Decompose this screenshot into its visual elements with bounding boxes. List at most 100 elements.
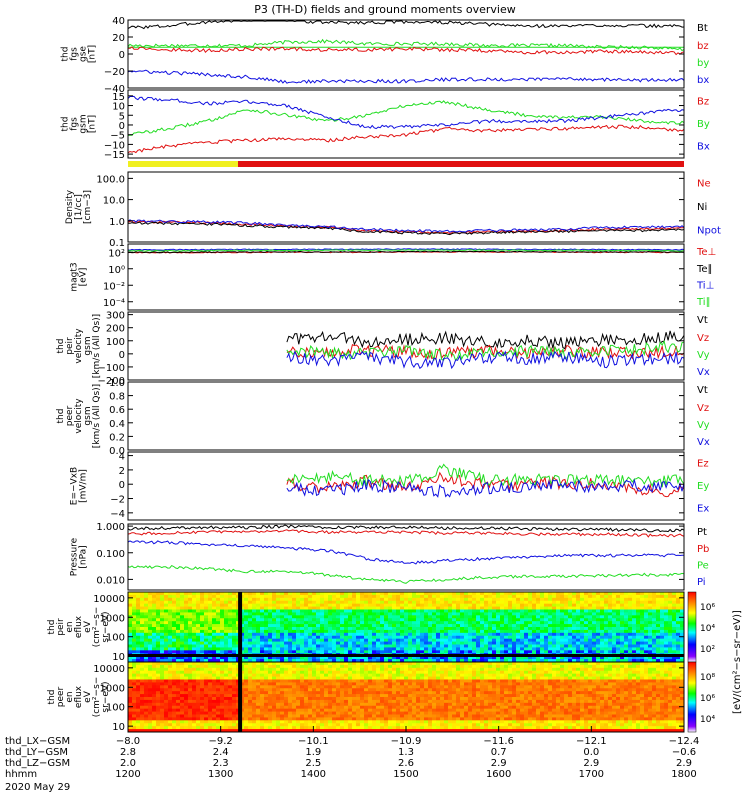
legend-label-Pi: Pi	[697, 577, 706, 588]
y-axis-label-line: [nT]	[88, 115, 98, 133]
ephemeris-value: −9.2	[209, 736, 233, 747]
legend-label-Bx: Bx	[697, 142, 710, 153]
ephemeris-value: −0.6	[672, 747, 696, 758]
indicator-bar-yellow	[128, 161, 238, 167]
legend-label-Vy: Vy	[697, 420, 710, 431]
y-axis-label-line: E=−VxB	[70, 467, 80, 505]
ephemeris-value: 1.9	[305, 747, 321, 758]
legend-label-Vx: Vx	[697, 437, 710, 448]
y-axis-label-line: fgs	[70, 47, 80, 61]
y-tick-label: −2	[110, 495, 125, 506]
x-tick-label: 1700	[579, 769, 604, 780]
ephemeris-value: −12.4	[669, 736, 700, 747]
colorbar-tick-label: 10⁶	[700, 603, 715, 613]
data-gap-stripe	[238, 592, 243, 662]
y-tick-label: 0	[119, 50, 125, 61]
ephemeris-value: 0.0	[583, 747, 599, 758]
ephemeris-value: 0.7	[491, 747, 507, 758]
y-axis-label-line: gsm	[83, 336, 93, 355]
legend-label-Ti⊥: Ti⊥	[696, 281, 714, 292]
series-line-Te∥	[127, 250, 685, 254]
panel-frame	[127, 243, 685, 311]
y-tick-label: 1000	[100, 683, 125, 694]
ephemeris-value: −10.9	[391, 736, 422, 747]
series-line-Ex	[286, 478, 685, 498]
x-tick-label: 1800	[671, 769, 696, 780]
series-line-bz	[127, 46, 685, 56]
y-axis-label: thd peir velocity gsm [km/s (All Qs)]	[56, 314, 102, 378]
y-tick-label: 10	[112, 722, 125, 733]
y-tick-label: 0	[119, 121, 125, 132]
series-line-Pb	[127, 529, 685, 538]
y-axis-label-line: eflux	[74, 685, 84, 708]
legend-label-Pb: Pb	[697, 544, 709, 555]
panel-frame	[127, 523, 685, 591]
y-axis-label-line: Density	[65, 189, 75, 224]
y-tick-label: 0.2	[109, 432, 125, 443]
y-axis-label-line: gse	[79, 46, 89, 62]
panel-frame	[127, 171, 685, 243]
y-axis-label-line: eflux	[74, 615, 84, 638]
series-line-Ti⊥	[127, 248, 685, 251]
panel-5: −200 −100 0 100 200 300 thd peir velocity gsm [km/…	[56, 311, 710, 387]
ephemeris-value: 2.9	[491, 758, 507, 769]
y-tick-label: −200	[98, 376, 125, 387]
series-line-Vt	[286, 330, 685, 350]
y-axis-label: thd peir en eflux eV (cm²−s− sr−eV)	[47, 607, 111, 648]
y-axis-label-line: [km/s (All Qs)]	[92, 314, 102, 378]
panel-10: 10 100 1000 10000 thd peer en eflux eV (cm²−s− sr−…	[47, 661, 715, 733]
y-axis-label-line: thd	[47, 690, 57, 705]
y-axis-label-line: thd	[61, 47, 71, 62]
y-tick-label: 100	[106, 337, 125, 348]
ephemeris-value: −8.0	[116, 736, 140, 747]
low-energy-cutoff-line	[128, 654, 684, 657]
series-line-Pt	[127, 524, 685, 533]
indicator-bar-red	[238, 161, 684, 167]
y-tick-label: −5	[110, 131, 125, 142]
y-tick-label: 10⁻²	[103, 281, 125, 292]
series-line-Vy	[286, 339, 685, 362]
series-line-Ti∥	[127, 248, 684, 252]
y-tick-label: 10	[112, 652, 125, 663]
ephemeris-value: −11.6	[483, 736, 514, 747]
legend-label-Vx: Vx	[697, 367, 710, 378]
y-tick-label: −100	[98, 363, 125, 374]
ephemeris-value: 2.3	[213, 758, 229, 769]
series-line-Bz	[127, 124, 685, 154]
y-axis-label: thd fgs gsm [nT]	[61, 114, 98, 133]
y-axis-label-line: [eV]	[79, 268, 89, 287]
y-tick-label: 1.0	[109, 217, 125, 228]
series-line-Bt	[127, 20, 685, 30]
legend-label-Vz: Vz	[697, 403, 709, 414]
y-axis-label-line: (cm²−s−	[92, 607, 102, 648]
y-tick-label: 20	[112, 33, 125, 44]
y-tick-label: −10	[104, 140, 125, 151]
legend-label-Ez: Ez	[697, 458, 709, 469]
colorbar-tick-label: 10⁴	[700, 715, 715, 725]
plot-title: P3 (TH-D) fields and ground moments over…	[254, 3, 516, 16]
y-axis-label-line: [nPa]	[79, 545, 89, 568]
legend-label-Pt: Pt	[697, 527, 707, 538]
y-axis-label-line: peir	[65, 337, 75, 355]
y-axis-label-line: eV	[83, 690, 93, 703]
colorbar-tick-label: 10²	[700, 645, 715, 655]
y-axis-label: Pressure [nPa]	[70, 537, 89, 576]
y-axis-label-line: (cm²−s−	[92, 677, 102, 718]
series-line-Vz	[286, 343, 685, 361]
y-tick-label: 2	[119, 466, 125, 477]
legend-label-Ni: Ni	[697, 202, 707, 213]
y-tick-label: 0.100	[96, 549, 125, 560]
y-axis-label-line: thd	[61, 117, 71, 132]
y-axis-label-line: [1/cc]	[74, 194, 84, 220]
ephemeris-value: 2.9	[583, 758, 599, 769]
legend-label-Bt: Bt	[697, 23, 708, 34]
colorbar-tick-label: 10⁸	[700, 673, 715, 683]
ephemeris-value: −12.1	[576, 736, 607, 747]
colorbar	[687, 591, 697, 663]
y-tick-label: 10⁻⁴	[103, 298, 125, 309]
y-axis-label-line: peer	[56, 686, 66, 707]
legend-label-Pe: Pe	[697, 561, 709, 572]
legend-label-Npot: Npot	[697, 225, 721, 236]
y-tick-label: 0.4	[109, 419, 125, 430]
legend-label-Vz: Vz	[697, 333, 709, 344]
